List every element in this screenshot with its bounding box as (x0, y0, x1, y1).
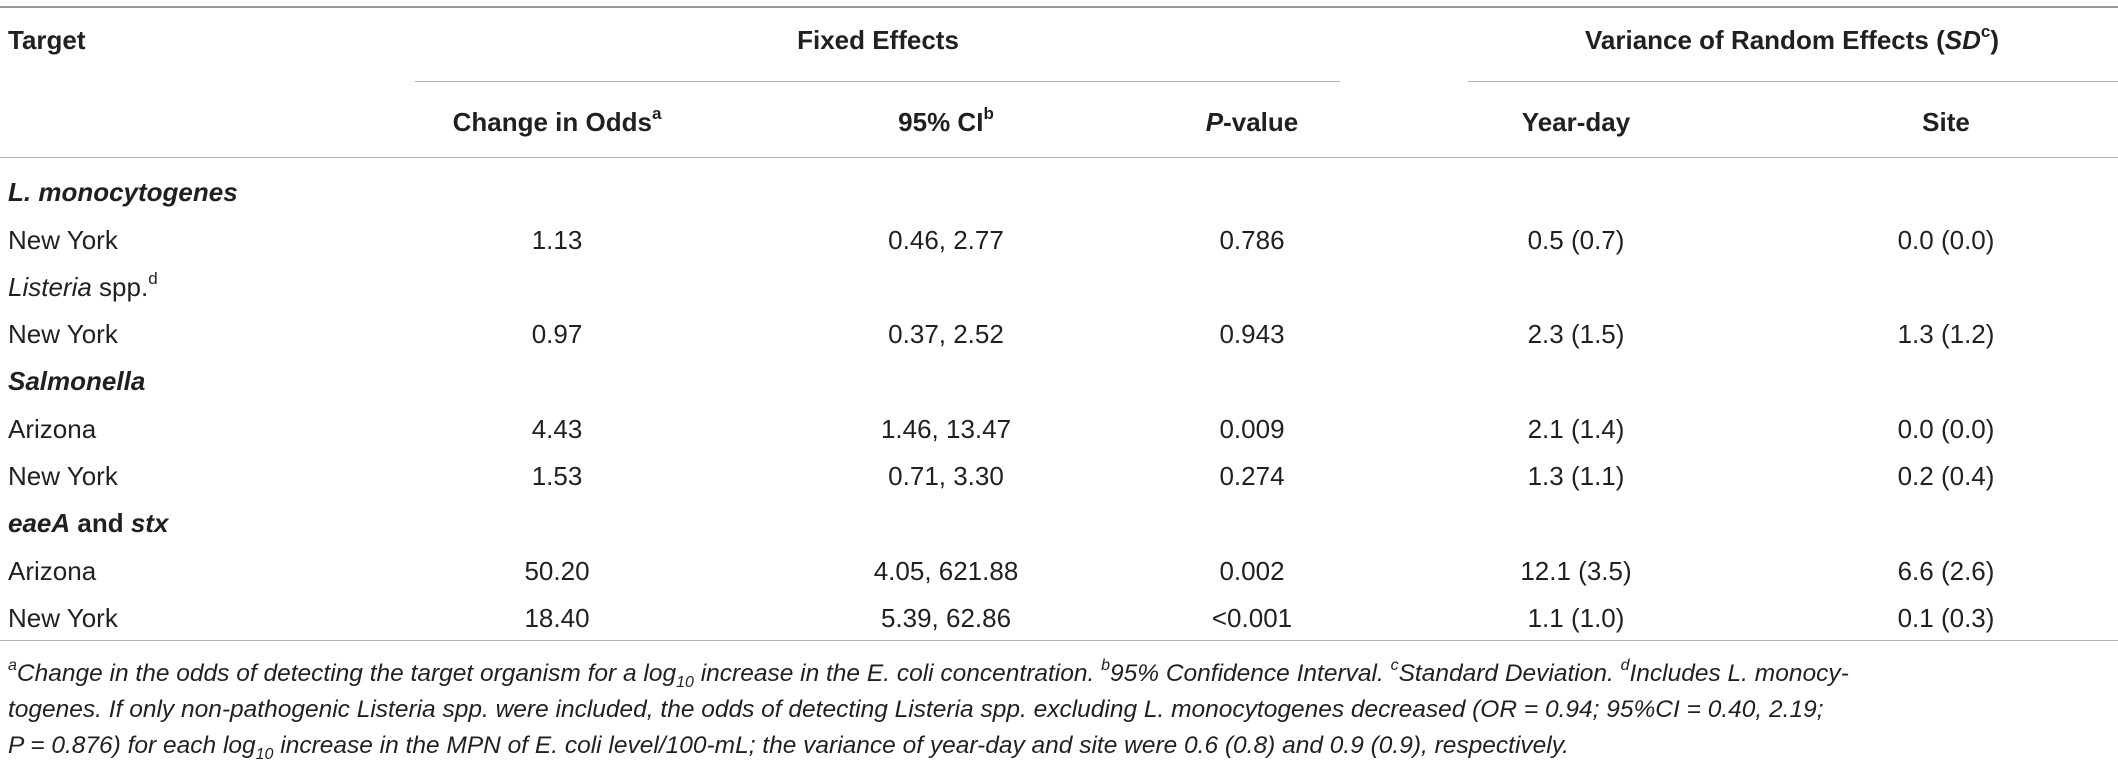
section-listeria-spp: Listeria spp.d (8, 269, 158, 302)
header-95-ci: 95% CIb (898, 104, 994, 137)
row-ci: 5.39, 62.86 (880, 603, 1012, 633)
header-year-day: Year-day (1521, 107, 1631, 137)
header-site: Site (1922, 107, 1970, 137)
top-rule (0, 6, 2118, 8)
row-target: New York (8, 603, 118, 633)
header-fixed-effects: Fixed Effects (797, 25, 959, 55)
row-year-day: 12.1 (3.5) (1520, 556, 1632, 586)
row-ci: 0.37, 2.52 (888, 319, 1004, 349)
row-site: 0.0 (0.0) (1897, 414, 1995, 444)
row-ci: 0.71, 3.30 (888, 461, 1004, 491)
row-target: New York (8, 225, 118, 255)
row-odds: 1.13 (531, 225, 583, 255)
row-ci: 0.46, 2.77 (888, 225, 1004, 255)
header-bottom-rule (0, 157, 2118, 158)
row-site: 6.6 (2.6) (1897, 556, 1995, 586)
row-p-value: 0.002 (1219, 556, 1285, 586)
row-p-value: <0.001 (1211, 603, 1293, 633)
row-year-day: 0.5 (0.7) (1527, 225, 1625, 255)
header-change-in-odds: Change in Oddsa (452, 104, 662, 137)
row-year-day: 2.3 (1.5) (1527, 319, 1625, 349)
row-ci: 1.46, 13.47 (880, 414, 1012, 444)
footnote-line-3: P = 0.876) for each log10 increase in th… (8, 732, 1569, 763)
row-site: 1.3 (1.2) (1897, 319, 1995, 349)
row-p-value: 0.943 (1219, 319, 1285, 349)
footnote-line-1: aChange in the odds of detecting the tar… (8, 656, 1849, 691)
row-year-day: 1.1 (1.0) (1527, 603, 1625, 633)
header-target: Target (8, 25, 86, 55)
row-odds: 4.43 (531, 414, 583, 444)
row-p-value: 0.274 (1219, 461, 1285, 491)
fixed-effects-underline (415, 81, 1340, 82)
row-ci: 4.05, 621.88 (873, 556, 1019, 586)
row-year-day: 1.3 (1.1) (1527, 461, 1625, 491)
row-odds: 18.40 (524, 603, 590, 633)
row-odds: 0.97 (531, 319, 583, 349)
row-target: New York (8, 319, 118, 349)
row-year-day: 2.1 (1.4) (1527, 414, 1625, 444)
section-salmonella: Salmonella (8, 366, 146, 396)
row-site: 0.2 (0.4) (1897, 461, 1995, 491)
row-odds: 1.53 (531, 461, 583, 491)
row-target: Arizona (8, 414, 97, 444)
table-bottom-rule (0, 640, 2118, 641)
section-l-monocytogenes: L. monocytogenes (8, 177, 238, 207)
footnote-line-2: togenes. If only non-pathogenic Listeria… (8, 696, 1824, 723)
row-p-value: 0.009 (1219, 414, 1285, 444)
row-odds: 50.20 (524, 556, 590, 586)
row-target: New York (8, 461, 118, 491)
row-site: 0.0 (0.0) (1897, 225, 1995, 255)
random-effects-underline (1468, 81, 2118, 82)
section-eaea-and-stx: eaeA and stx (8, 508, 169, 538)
row-p-value: 0.786 (1219, 225, 1285, 255)
row-target: Arizona (8, 556, 97, 586)
header-p-value: P-value (1205, 107, 1299, 137)
row-site: 0.1 (0.3) (1897, 603, 1995, 633)
header-random-effects: Variance of Random Effects (SDc) (1584, 22, 2000, 55)
